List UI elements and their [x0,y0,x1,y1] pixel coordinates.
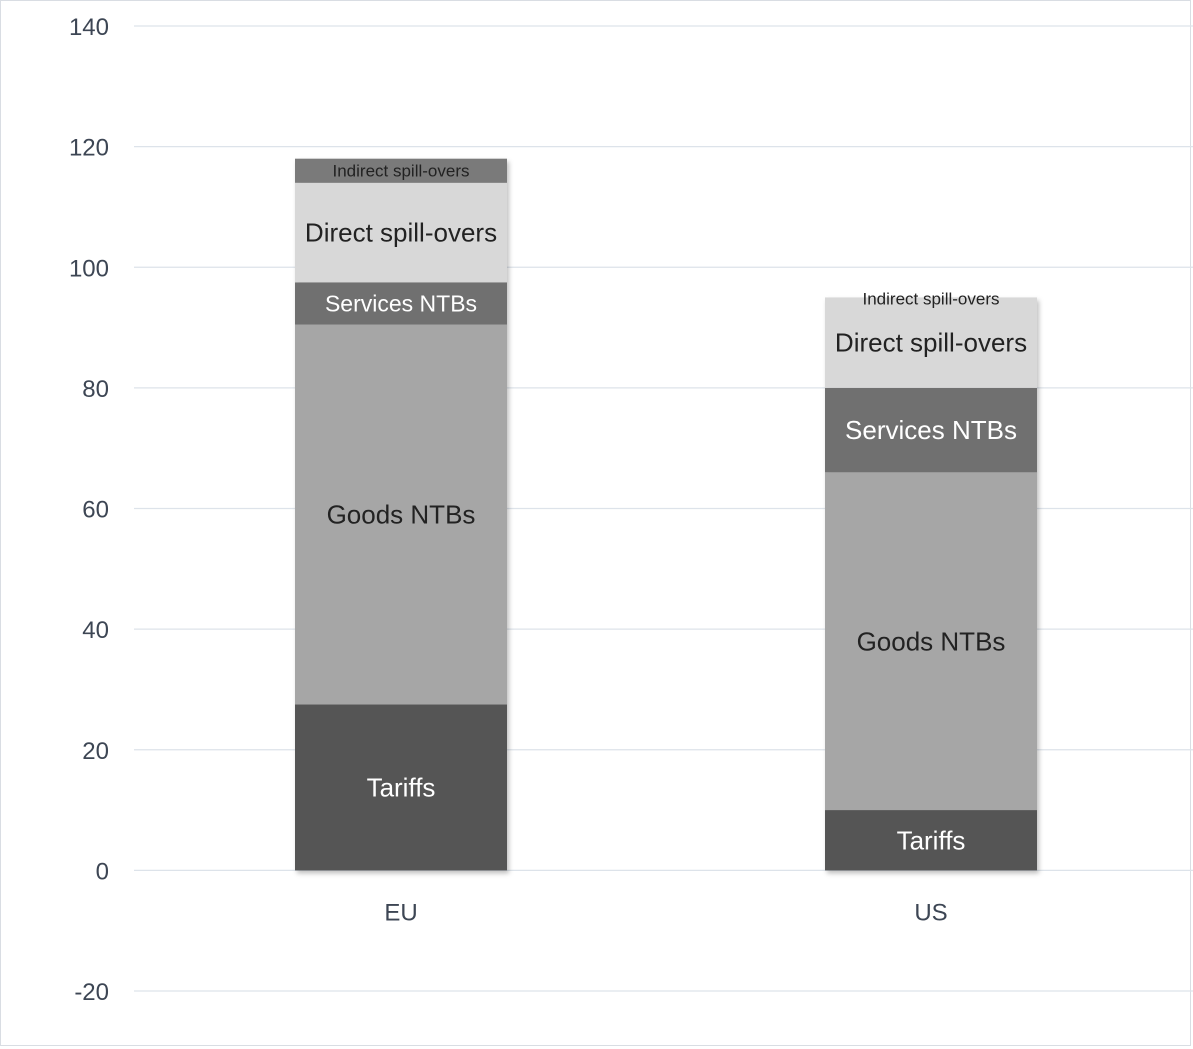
y-tick-label: 100 [69,255,109,282]
x-category-label: US [914,899,947,926]
bar-segment-eu-direct-spill-overs [295,182,507,283]
bar-segment-eu-services-ntbs [295,282,507,325]
bar-segment-us-tariffs [825,810,1037,871]
y-tick-label: -20 [74,979,109,1006]
bar-segment-us-goods-ntbs [825,472,1037,811]
y-tick-label: 60 [82,497,109,524]
segment-label-eu-indirect-spill-overs: Indirect spill-overs [333,162,470,181]
bar-segment-eu-indirect-spill-overs [295,158,507,183]
segment-label-us-services-ntbs: Services NTBs [845,415,1017,445]
bar-stack-us [825,297,1037,871]
bar-segment-us-services-ntbs [825,387,1037,473]
bar-segment-eu-tariffs [295,704,507,871]
segment-label-eu-goods-ntbs: Goods NTBs [327,500,476,530]
y-tick-label: 80 [82,376,109,403]
segment-label-eu-direct-spill-overs: Direct spill-overs [305,218,497,248]
y-tick-label: 120 [69,135,109,162]
y-tick-label: 20 [82,738,109,765]
segment-label-us-goods-ntbs: Goods NTBs [857,626,1006,656]
bar-stack-eu [295,158,507,871]
y-tick-label: 0 [96,858,109,885]
segment-label-us-indirect-spill-overs: Indirect spill-overs [863,289,1000,308]
bar-segment-us-direct-spill-overs [825,297,1037,388]
y-tick-label: 40 [82,617,109,644]
x-category-label: EU [384,899,417,926]
segment-label-eu-services-ntbs: Services NTBs [325,290,477,316]
segment-label-eu-tariffs: Tariffs [367,773,436,803]
bar-segment-eu-goods-ntbs [295,324,507,705]
segment-label-us-tariffs: Tariffs [897,825,966,855]
segment-label-us-direct-spill-overs: Direct spill-overs [835,328,1027,358]
y-tick-label: 140 [69,14,109,41]
